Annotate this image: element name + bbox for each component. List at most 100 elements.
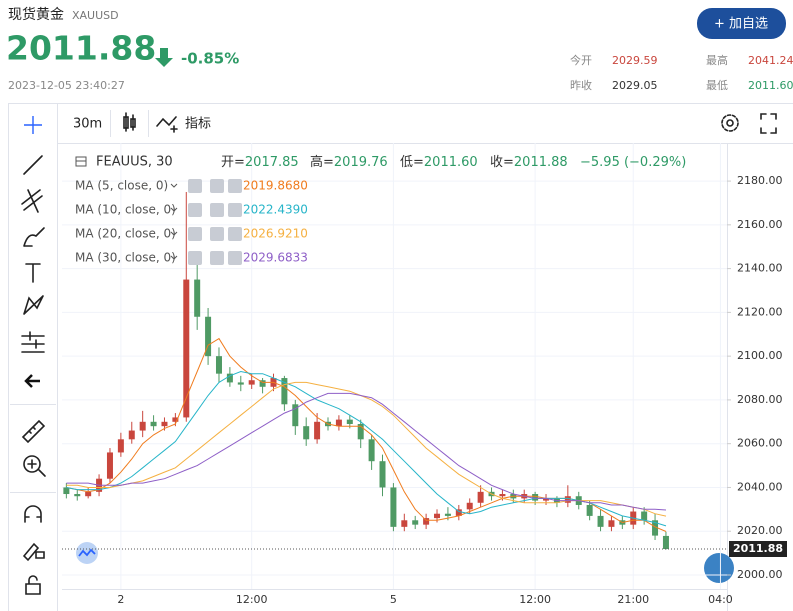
text-tool[interactable] xyxy=(25,263,41,283)
ma-legend-button[interactable] xyxy=(188,179,202,193)
candle-body xyxy=(608,520,615,527)
candle-body xyxy=(205,316,212,357)
crosshair-tool[interactable] xyxy=(24,116,42,134)
add-watch-label[interactable]: + 加自选 xyxy=(714,17,768,32)
candle-body xyxy=(259,380,266,387)
fib-tool[interactable] xyxy=(21,189,43,213)
candle-body xyxy=(172,417,179,422)
legend-collapse[interactable] xyxy=(75,156,87,167)
candle-body xyxy=(597,515,604,527)
ohlc-legend: −5.95 (−0.29%) xyxy=(580,155,686,170)
down-arrow xyxy=(155,48,173,67)
y-tick-label: 2140.00 xyxy=(737,262,783,275)
candle-body xyxy=(423,518,430,525)
ohlc-label: 低= xyxy=(400,155,424,170)
candle-body xyxy=(215,356,222,374)
candle-body xyxy=(564,496,571,503)
indicators[interactable]: 指标 xyxy=(185,117,211,132)
candle-body xyxy=(652,520,659,536)
interval[interactable]: 30m xyxy=(73,117,102,132)
x-tick-label: 2 xyxy=(117,593,124,606)
y-tick-label: 2160.00 xyxy=(737,218,783,231)
ohlc-legend: 收=2011.88 xyxy=(490,155,568,170)
ohlc-value: 2019.76 xyxy=(334,155,388,170)
ma-legend-menu[interactable] xyxy=(170,231,178,236)
y-tick-label: 2100.00 xyxy=(737,349,783,362)
timestamp: 2023-12-05 23:40:27 xyxy=(8,79,125,92)
ma-legend-menu[interactable] xyxy=(170,207,178,212)
ma-legend-button[interactable] xyxy=(228,227,242,241)
ohlc-legend: 低=2011.60 xyxy=(400,155,478,170)
ohlc-value: −5.95 (−0.29%) xyxy=(580,155,686,170)
candle-body xyxy=(401,520,408,527)
line-tool[interactable] xyxy=(23,155,43,175)
ma-legend-button[interactable] xyxy=(188,251,202,265)
back-tool[interactable] xyxy=(24,374,40,388)
candle-body xyxy=(455,509,462,516)
ma-legend-name: MA (20, close, 0) xyxy=(75,227,176,241)
ma-line xyxy=(66,370,667,527)
brush-tool[interactable] xyxy=(23,227,45,247)
ma-legend-name: MA (5, close, 0) xyxy=(75,179,168,193)
ohlc-value: 2011.88 xyxy=(514,155,568,170)
settings-icon[interactable] xyxy=(721,114,739,132)
candle-body xyxy=(139,421,146,431)
ma-legend-menu[interactable] xyxy=(170,255,178,260)
ohlc-label: 高= xyxy=(310,154,334,170)
ma-legend-button[interactable] xyxy=(210,179,224,193)
x-tick-label: 5 xyxy=(390,593,397,606)
lock-tool[interactable] xyxy=(25,575,41,595)
x-tick-label: 21:00 xyxy=(617,593,649,606)
ma-legend-value: 2022.4390 xyxy=(243,203,308,217)
lock-draw-tool[interactable] xyxy=(22,542,45,562)
ma-legend-value: 2029.6833 xyxy=(243,251,308,265)
candle-body xyxy=(390,487,397,527)
pattern-tool[interactable] xyxy=(23,295,44,315)
candle-body xyxy=(412,520,419,525)
ma-legend-name: MA (30, close, 0) xyxy=(75,251,176,265)
ma-legend-button[interactable] xyxy=(210,203,224,217)
ma-legend-button[interactable] xyxy=(228,251,242,265)
ma-legend-button[interactable] xyxy=(210,251,224,265)
ma-legend-button[interactable] xyxy=(188,203,202,217)
candle-body xyxy=(161,421,168,427)
y-tick-label: 2060.00 xyxy=(737,437,783,450)
candle-type-icon[interactable] xyxy=(123,112,136,132)
stat-value: 2011.60 xyxy=(748,79,793,92)
zoom-tool[interactable] xyxy=(23,455,46,477)
last-price-label: 2011.88 xyxy=(733,542,783,555)
ma-legend-value: 2019.8680 xyxy=(243,179,308,193)
indicator-icon[interactable] xyxy=(156,116,178,133)
ma-legend-button[interactable] xyxy=(188,227,202,241)
y-tick-label: 2180.00 xyxy=(737,174,783,187)
measure-tool[interactable] xyxy=(21,331,45,353)
change-pct: -0.85% xyxy=(181,50,239,68)
fullscreen-icon[interactable] xyxy=(760,113,777,134)
magnet-tool[interactable] xyxy=(24,505,42,523)
ruler-tool[interactable] xyxy=(21,419,46,444)
candle-body xyxy=(85,491,92,497)
candle-body xyxy=(641,511,648,521)
candle-body xyxy=(379,461,386,488)
candle-body xyxy=(292,404,299,427)
ma-legend-menu[interactable] xyxy=(170,183,178,188)
candle-body xyxy=(194,279,201,317)
add-watch-button[interactable] xyxy=(697,8,786,39)
candle-body xyxy=(74,494,81,497)
candle-body xyxy=(346,419,353,424)
y-tick-label: 2020.00 xyxy=(737,524,783,537)
ma-legend-button[interactable] xyxy=(210,227,224,241)
ma-legend-name: MA (10, close, 0) xyxy=(75,203,176,217)
ma-legend-button[interactable] xyxy=(228,203,242,217)
candle-body xyxy=(281,378,288,405)
ma-legend-button[interactable] xyxy=(228,179,242,193)
x-tick-label: 12:00 xyxy=(236,593,268,606)
stat-label: 最低 xyxy=(706,79,728,92)
stat-value: 2041.24 xyxy=(748,54,793,67)
candle-body xyxy=(543,498,550,501)
candle-body xyxy=(303,426,310,440)
candle-body xyxy=(499,494,506,497)
candle-body xyxy=(466,502,473,510)
logo xyxy=(76,542,98,564)
